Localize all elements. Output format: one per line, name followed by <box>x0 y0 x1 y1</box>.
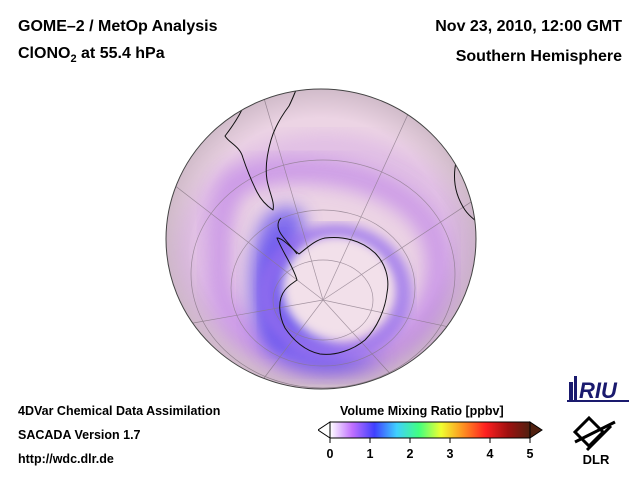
species-level: at 55.4 hPa <box>76 45 165 62</box>
colorbar-tick-label: 1 <box>367 447 374 461</box>
footer-method: 4DVar Chemical Data Assimilation <box>18 404 221 418</box>
dlr-logo: DLR <box>572 415 616 467</box>
dlr-logo-text: DLR <box>583 452 610 467</box>
colorbar-tick-label: 0 <box>327 447 334 461</box>
colorbar-low-arrow <box>318 421 331 439</box>
colorbar-title: Volume Mixing Ratio [ppbv] <box>340 404 504 418</box>
colorbar: 0 1 2 3 4 5 <box>318 421 543 461</box>
species-subscript: 2 <box>70 53 77 66</box>
colorbar-tick-label: 4 <box>487 447 494 461</box>
footer-url[interactable]: http://wdc.dlr.de <box>18 452 114 466</box>
species-name: ClONO <box>18 45 71 62</box>
title-species: ClONO2 at 55.4 hPa <box>18 45 165 65</box>
colorbar-high-arrow <box>529 421 543 439</box>
title-datetime: Nov 23, 2010, 12:00 GMT <box>435 18 622 35</box>
colorbar-gradient <box>329 421 531 439</box>
footer-version: SACADA Version 1.7 <box>18 428 141 442</box>
colorbar-tick-label: 3 <box>447 447 454 461</box>
riu-logo-text: RIU <box>579 378 618 403</box>
colorbar-tick-label: 2 <box>407 447 414 461</box>
colorbar-tick-label: 5 <box>527 447 534 461</box>
title-analysis: GOME–2 / MetOp Analysis <box>18 18 218 35</box>
title-region: Southern Hemisphere <box>455 48 622 65</box>
globe-map <box>165 88 477 390</box>
riu-logo: RIU <box>567 376 629 403</box>
australia-outline <box>374 377 418 389</box>
globe-outline <box>165 88 477 390</box>
